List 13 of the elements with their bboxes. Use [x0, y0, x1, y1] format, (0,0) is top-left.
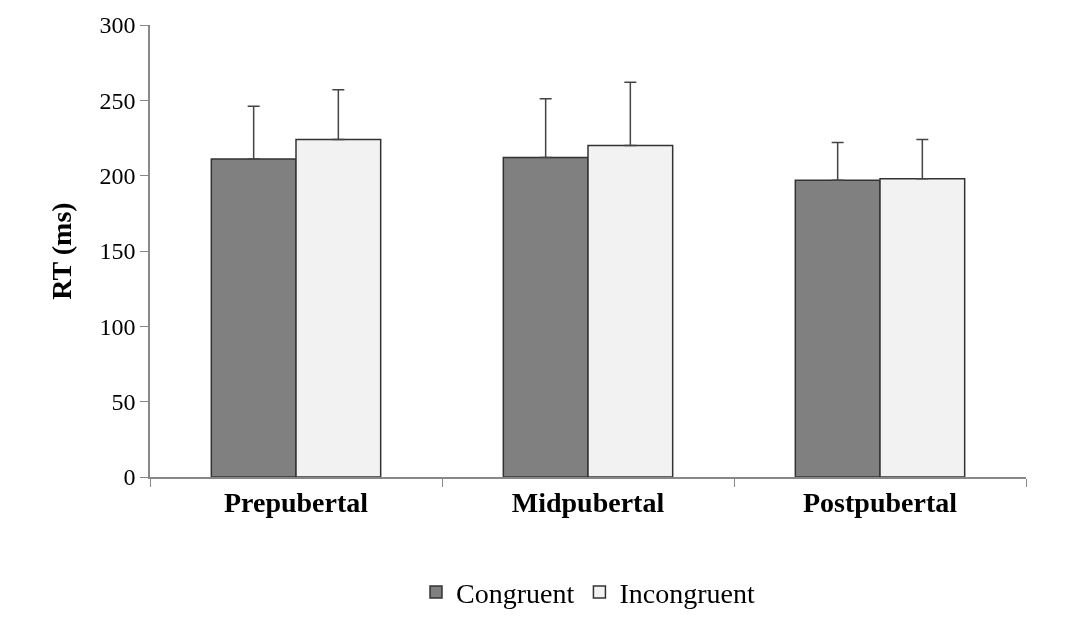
x-tick-label: Midpubertal — [511, 487, 665, 519]
x-tick-label: Prepubertal — [223, 487, 369, 519]
y-tick-label: 250 — [99, 87, 136, 114]
y-tick-label: 300 — [99, 12, 136, 39]
legend-label: Incongruent — [619, 578, 755, 610]
legend-label: Congruent — [456, 578, 575, 610]
x-tick-label: Postpubertal — [803, 487, 958, 519]
y-tick-label: 200 — [99, 163, 136, 190]
y-tick-label: 100 — [99, 313, 136, 340]
y-tick-label: 50 — [111, 389, 136, 416]
y-tick-label: 0 — [123, 464, 136, 491]
y-tick-label: 150 — [99, 238, 136, 265]
y-axis-title: RT (ms) — [45, 202, 77, 300]
